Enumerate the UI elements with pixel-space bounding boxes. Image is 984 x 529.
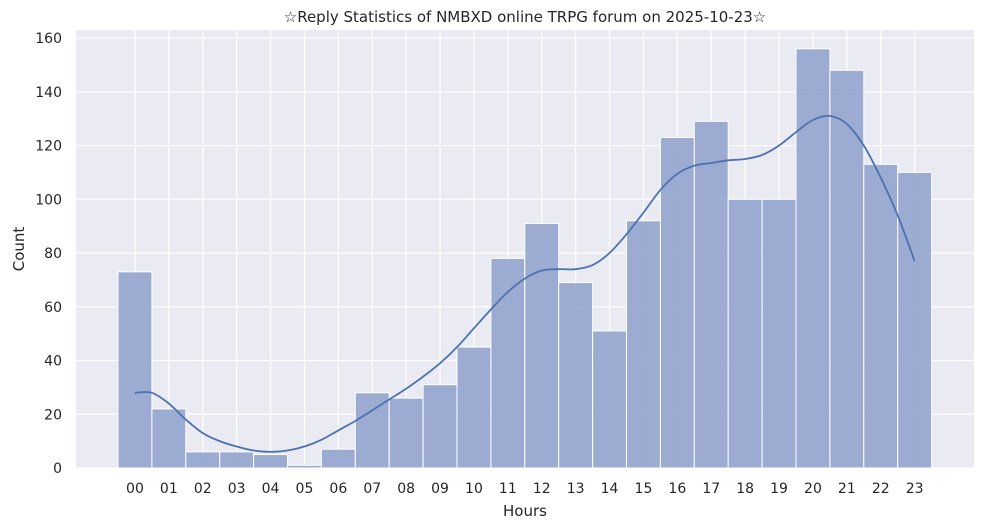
bar-16 xyxy=(659,136,695,469)
y-tick-labels: 0 20 40 60 80 100 120 140 160 xyxy=(35,31,62,477)
x-tick-label: 13 xyxy=(567,481,585,497)
x-tick-label: 03 xyxy=(228,481,246,497)
y-tick-label: 120 xyxy=(35,139,62,155)
x-tick-label: 14 xyxy=(601,481,619,497)
bar-13 xyxy=(558,282,594,469)
x-tick-label: 20 xyxy=(804,481,822,497)
bar-01 xyxy=(151,408,187,469)
bar-15 xyxy=(626,220,661,469)
y-tick-label: 140 xyxy=(35,85,62,101)
x-tick-label: 17 xyxy=(702,481,720,497)
x-tick-labels: 00 01 02 03 04 05 06 07 08 09 10 11 12 13 14 15 16 17 18 19… xyxy=(126,481,924,497)
y-tick-label: 20 xyxy=(44,407,62,423)
x-tick-label: 00 xyxy=(126,481,144,497)
bar-09 xyxy=(422,384,458,469)
x-tick-label: 07 xyxy=(363,481,381,497)
x-tick-label: 11 xyxy=(499,481,517,497)
x-tick-label: 10 xyxy=(465,481,483,497)
bar-14 xyxy=(592,330,627,469)
bar-10 xyxy=(456,346,492,469)
x-tick-label: 02 xyxy=(194,481,212,497)
bar-19 xyxy=(761,198,797,469)
x-tick-label: 21 xyxy=(838,481,856,497)
x-tick-label: 08 xyxy=(397,481,415,497)
x-tick-label: 19 xyxy=(770,481,788,497)
x-tick-label: 23 xyxy=(906,481,924,497)
y-tick-label: 100 xyxy=(35,192,62,208)
bar-21 xyxy=(829,69,865,469)
bar-00 xyxy=(117,271,153,469)
bar-20 xyxy=(795,48,831,469)
x-tick-label: 04 xyxy=(262,481,280,497)
chart-title: ☆Reply Statistics of NMBXD online TRPG f… xyxy=(284,8,767,26)
bar-05 xyxy=(287,464,322,469)
x-tick-label: 18 xyxy=(736,481,754,497)
bar-04 xyxy=(253,454,289,469)
x-tick-label: 12 xyxy=(533,481,551,497)
y-tick-label: 160 xyxy=(35,31,62,47)
bar-23 xyxy=(897,171,933,469)
x-tick-label: 15 xyxy=(635,481,653,497)
x-tick-label: 09 xyxy=(431,481,449,497)
x-tick-label: 05 xyxy=(296,481,314,497)
bar-08 xyxy=(388,397,424,469)
bar-17 xyxy=(693,120,729,469)
bars xyxy=(117,48,933,469)
x-axis-label: Hours xyxy=(503,502,547,520)
bar-12 xyxy=(524,222,560,469)
x-tick-label: 22 xyxy=(872,481,890,497)
y-axis-label: Count xyxy=(10,227,28,272)
bar-22 xyxy=(863,163,899,469)
x-tick-label: 06 xyxy=(329,481,347,497)
y-tick-label: 60 xyxy=(44,300,62,316)
y-tick-label: 40 xyxy=(44,354,62,370)
y-tick-label: 80 xyxy=(44,246,62,262)
x-tick-label: 16 xyxy=(668,481,686,497)
kde-line xyxy=(134,114,916,453)
y-tick-label: 0 xyxy=(53,461,62,477)
bar-18 xyxy=(727,198,763,469)
bar-02 xyxy=(185,451,221,469)
bar-11 xyxy=(490,257,526,469)
bar-06 xyxy=(320,448,356,469)
x-tick-label: 01 xyxy=(160,481,178,497)
bar-03 xyxy=(219,451,255,469)
bar-07 xyxy=(354,392,390,469)
